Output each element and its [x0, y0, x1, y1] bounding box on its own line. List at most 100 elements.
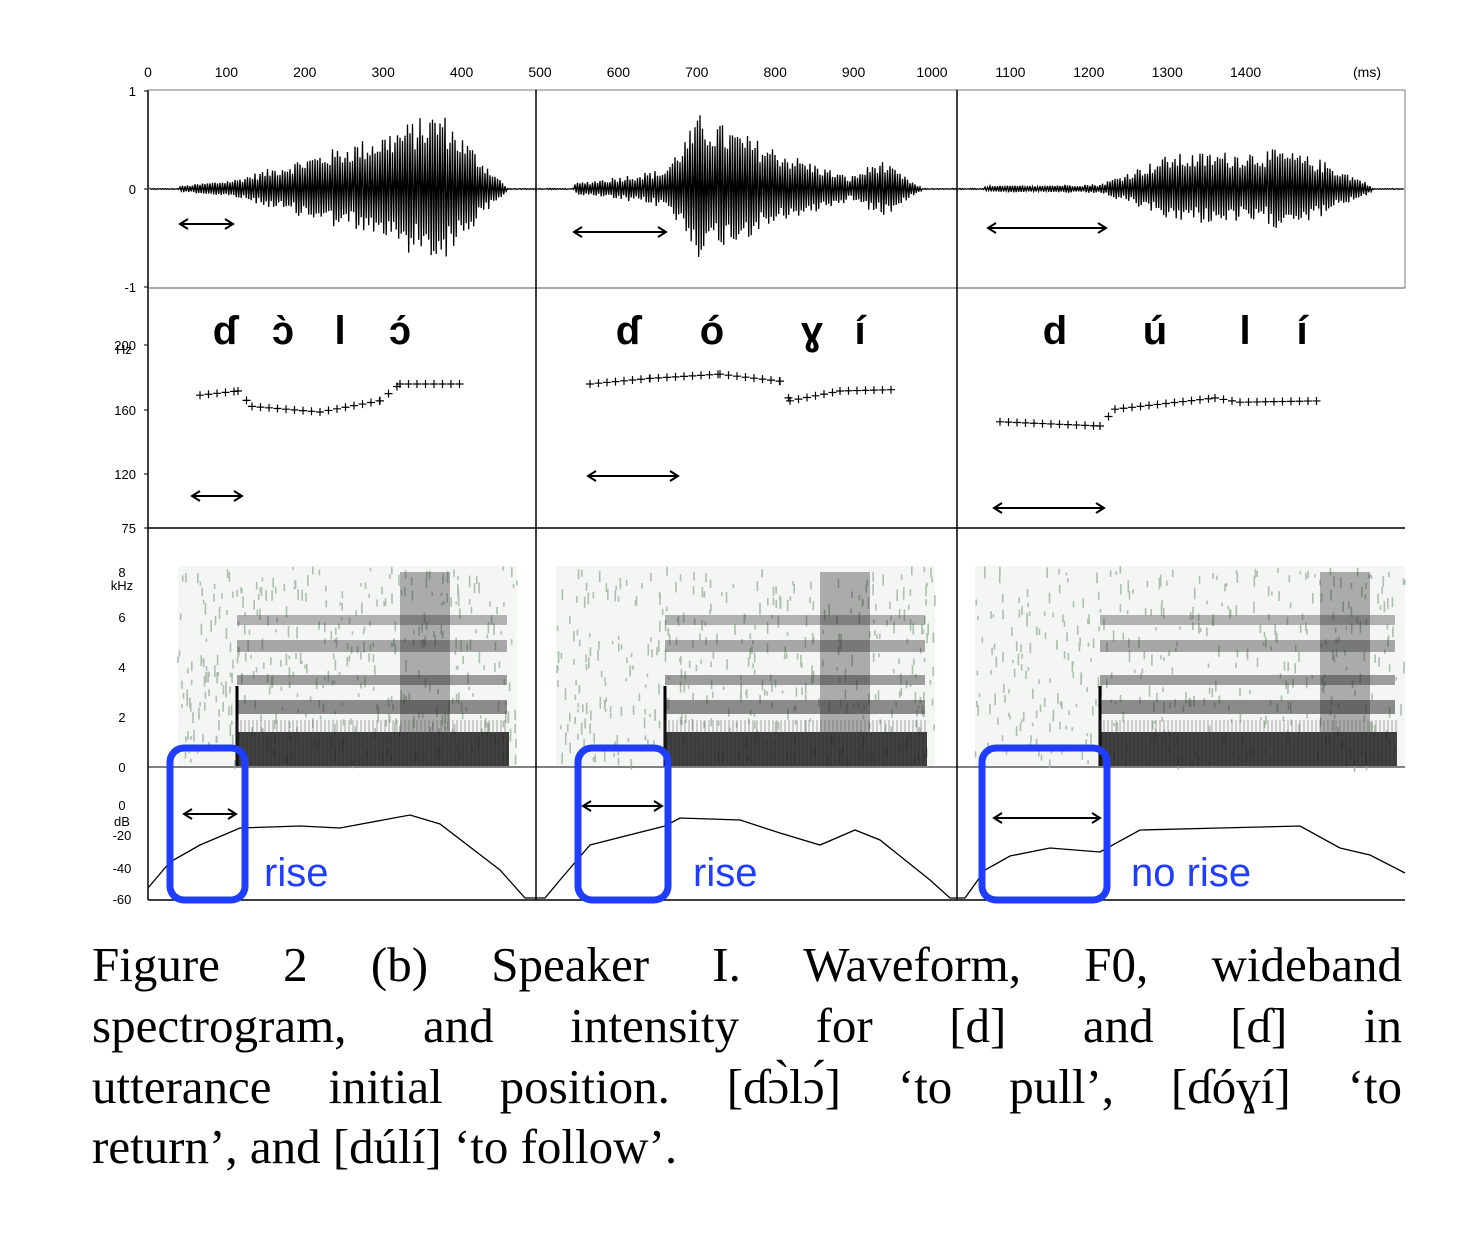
intensity-contour	[147, 814, 1406, 899]
segment-label: ɔ́	[389, 309, 411, 353]
speech-analysis-figure: 0 100 200 300 400 500 600 700 800 900 1000 1100 1200…	[111, 64, 1406, 907]
intensity-tick-label: -40	[113, 861, 132, 876]
arrow-head-left	[581, 800, 592, 812]
spectrogram-tick-label: 0	[118, 760, 125, 775]
arrow-head-right	[1097, 222, 1108, 234]
waveform-tick-label: 1	[129, 84, 136, 99]
time-tick-label: 1300	[1152, 64, 1183, 80]
f0-pitch-track	[996, 394, 1321, 430]
intensity-tick-label: -60	[113, 892, 132, 907]
arrow-head-right	[1095, 502, 1106, 514]
spectrogram-tick-label: 6	[118, 610, 125, 625]
segment-label: í	[1296, 309, 1309, 353]
arrow-head-right	[233, 490, 244, 502]
rise-annotation: rise	[693, 851, 757, 895]
highlight-box	[978, 744, 1111, 904]
arrow-head-right	[224, 218, 235, 230]
f0-tick-label: 160	[114, 403, 136, 418]
arrow-head-right	[669, 470, 680, 482]
arrow-head-right	[227, 808, 238, 820]
highlight-box	[574, 744, 672, 904]
f0-pitch-track	[586, 370, 895, 405]
intensity-panel: 0 -20 -40 -60 dB	[113, 798, 1406, 907]
time-tick-label: 800	[764, 64, 788, 80]
segment-label: í	[854, 309, 867, 353]
segment-label: ɣ	[801, 309, 824, 353]
f0-panel: 200 160 120 75 Hz	[114, 338, 1321, 536]
arrow-head-left	[572, 226, 583, 238]
spectrogram-formant-band	[237, 675, 507, 685]
arrow-head-left	[992, 812, 1003, 824]
time-tick-label: 1000	[916, 64, 947, 80]
arrow-head-left	[182, 808, 193, 820]
waveform-tick-label: -1	[124, 280, 136, 295]
time-tick-label: 100	[215, 64, 239, 80]
spectrogram-tick-label: 8	[118, 565, 125, 580]
caption-line-1: Figure 2 (b) Speaker I. Waveform, F0, wi…	[92, 937, 1402, 992]
f0-tick-label: 200	[114, 338, 136, 353]
arrow-head-left	[178, 218, 189, 230]
time-tick-label: 900	[842, 64, 866, 80]
spectrogram-fricative-region	[400, 572, 450, 732]
spectrogram-formant-band	[665, 675, 925, 685]
segment-label: ɗ	[616, 309, 643, 353]
spectrogram-glottal-striations	[664, 720, 926, 766]
spectrogram-tick-label: 4	[118, 660, 125, 675]
rise-annotation: no rise	[1131, 851, 1251, 895]
highlight-box	[166, 744, 249, 904]
spectrogram-formant-band	[1100, 640, 1395, 652]
time-tick-label: 500	[528, 64, 552, 80]
time-tick-label: 600	[607, 64, 631, 80]
spectrogram-fricative-region	[820, 572, 870, 732]
arrow-head-left	[986, 222, 997, 234]
spectrogram-panel: 8 6 4 2 0 kHz	[111, 565, 1406, 775]
spectrogram-formant-band	[1100, 700, 1395, 714]
figure-caption: Figure 2 (b) Speaker I. Waveform, F0, wi…	[92, 935, 1402, 1178]
intensity-unit-label: dB	[114, 814, 130, 829]
segment-label: d	[1043, 309, 1067, 353]
segment-label: l	[1239, 309, 1250, 353]
time-tick-label: 700	[685, 64, 709, 80]
time-tick-label: 1400	[1230, 64, 1261, 80]
spectrogram-formant-band	[237, 615, 507, 625]
time-tick-label: 1200	[1073, 64, 1104, 80]
f0-tick-label: 75	[122, 521, 136, 536]
arrow-head-right	[657, 226, 668, 238]
arrow-head-right	[1091, 812, 1102, 824]
spectrogram-formant-band	[1100, 675, 1395, 685]
spectrogram-formant-band	[665, 615, 925, 625]
waveform-trace	[149, 115, 1404, 257]
time-unit-label: (ms)	[1353, 64, 1381, 80]
caption-line-3: utterance initial position. [ɗɔ̀lɔ́] ‘to…	[92, 1058, 1402, 1114]
time-tick-label: 400	[450, 64, 474, 80]
time-axis: 0 100 200 300 400 500 600 700 800 900 1000 1100 1200…	[144, 64, 1381, 80]
arrow-head-left	[190, 490, 201, 502]
rise-highlight-boxes: rise rise no rise	[166, 744, 1251, 904]
f0-pitch-track	[196, 380, 464, 416]
spectrogram-formant-band	[1100, 615, 1395, 625]
arrow-head-left	[992, 502, 1003, 514]
f0-tick-label: 120	[114, 467, 136, 482]
word-segment-labels: ɗ ɔ̀ l ɔ́ ɗ ó ɣ í d ú l í	[213, 309, 1310, 353]
segment-label: l	[334, 309, 345, 353]
time-tick-label: 0	[144, 64, 152, 80]
spectrogram-formant-band	[665, 640, 925, 652]
segment-label: ó	[700, 309, 724, 353]
panel-frames	[147, 89, 1406, 901]
segment-label: ɔ̀	[272, 309, 294, 353]
intensity-tick-label: -20	[113, 828, 132, 843]
spectrogram-unit-label: kHz	[111, 578, 133, 593]
caption-line-4: return’, and [dúlí] ‘to follow’.	[92, 1119, 678, 1175]
f0-unit-label: Hz	[116, 342, 132, 357]
time-tick-label: 200	[293, 64, 317, 80]
rise-annotation: rise	[264, 851, 328, 895]
arrow-head-right	[653, 800, 664, 812]
caption-line-2: spectrogram, and intensity for [d] and […	[92, 997, 1402, 1053]
time-tick-label: 300	[372, 64, 396, 80]
spectrogram-tick-label: 2	[118, 710, 125, 725]
intensity-tick-label: 0	[118, 798, 125, 813]
spectrogram-formant-band	[237, 700, 507, 714]
segment-label: ú	[1143, 309, 1167, 353]
time-tick-label: 1100	[995, 64, 1025, 80]
segment-label: ɗ	[213, 309, 240, 353]
